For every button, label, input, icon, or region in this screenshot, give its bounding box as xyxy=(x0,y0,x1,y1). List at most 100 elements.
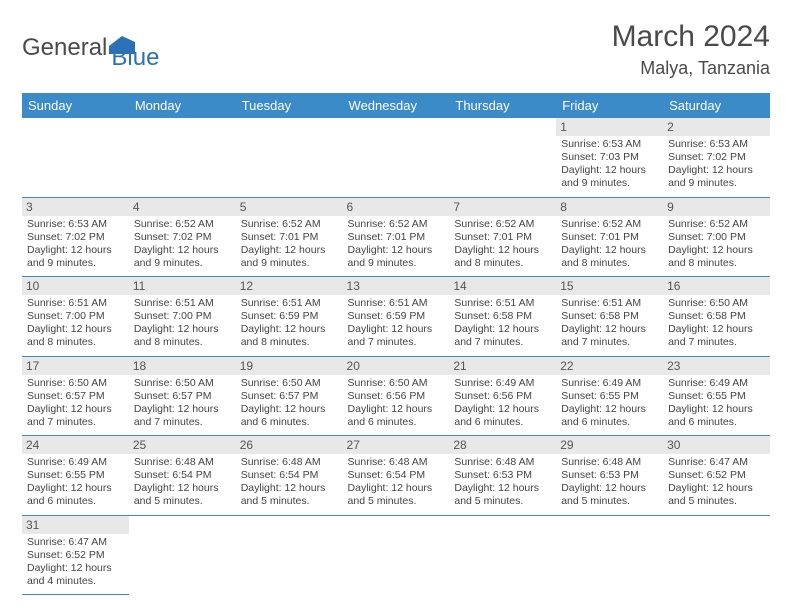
calendar-cell: 7Sunrise: 6:52 AMSunset: 7:01 PMDaylight… xyxy=(449,197,556,277)
calendar-cell: 25 Sunrise: 6:48 AMSunset: 6:54 PMDayligh… xyxy=(129,436,236,516)
day-number: 18 xyxy=(129,357,236,375)
day-number: 19 xyxy=(236,357,343,375)
day-detail: Sunrise: 6:49 AMSunset: 6:56 PMDaylight:… xyxy=(454,377,551,430)
col-tuesday: Tuesday xyxy=(236,93,343,118)
calendar-cell: 10Sunrise: 6:51 AMSunset: 7:00 PMDayligh… xyxy=(22,277,129,357)
col-wednesday: Wednesday xyxy=(343,93,450,118)
day-number: 25 xyxy=(129,436,236,454)
day-number: 21 xyxy=(449,357,556,375)
calendar-cell: 29 Sunrise: 6:48 AMSunset: 6:53 PMDayligh… xyxy=(556,436,663,516)
calendar-cell xyxy=(22,118,129,197)
day-number: 23 xyxy=(663,357,770,375)
day-detail: Sunrise: 6:50 AMSunset: 6:58 PMDaylight:… xyxy=(668,297,765,350)
col-thursday: Thursday xyxy=(449,93,556,118)
day-number: 22 xyxy=(556,357,663,375)
day-number: 20 xyxy=(343,357,450,375)
day-number: 31 xyxy=(22,516,129,534)
day-number: 16 xyxy=(663,277,770,295)
calendar-cell xyxy=(663,515,770,595)
calendar-cell: 8 Sunrise: 6:52 AMSunset: 7:01 PMDaylight… xyxy=(556,197,663,277)
calendar-cell xyxy=(129,515,236,595)
calendar-cell: 13Sunrise: 6:51 AMSunset: 6:59 PMDayligh… xyxy=(343,277,450,357)
day-detail: Sunrise: 6:52 AMSunset: 7:01 PMDaylight:… xyxy=(561,218,658,271)
calendar-cell: 24 Sunrise: 6:49 AMSunset: 6:55 PMDayligh… xyxy=(22,436,129,516)
day-detail: Sunrise: 6:53 AMSunset: 7:02 PMDaylight:… xyxy=(668,138,765,191)
day-detail: Sunrise: 6:52 AMSunset: 7:01 PMDaylight:… xyxy=(241,218,338,271)
brand-part1: General xyxy=(22,34,107,62)
brand-part2: Blue xyxy=(111,44,159,71)
day-detail: Sunrise: 6:50 AMSunset: 6:56 PMDaylight:… xyxy=(348,377,445,430)
day-header-row: Sunday Monday Tuesday Wednesday Thursday… xyxy=(22,93,770,118)
calendar-cell: 12Sunrise: 6:51 AMSunset: 6:59 PMDayligh… xyxy=(236,277,343,357)
day-detail: Sunrise: 6:52 AMSunset: 7:02 PMDaylight:… xyxy=(134,218,231,271)
day-detail: Sunrise: 6:48 AMSunset: 6:53 PMDaylight:… xyxy=(561,456,658,509)
calendar-row: 24 Sunrise: 6:49 AMSunset: 6:55 PMDayligh… xyxy=(22,436,770,516)
title-block: March 2024 Malya, Tanzania xyxy=(612,20,770,79)
day-number: 1 xyxy=(556,118,663,136)
calendar-cell: 17 Sunrise: 6:50 AMSunset: 6:57 PMDayligh… xyxy=(22,356,129,436)
day-detail: Sunrise: 6:53 AMSunset: 7:03 PMDaylight:… xyxy=(561,138,658,191)
calendar-cell xyxy=(449,118,556,197)
day-number: 30 xyxy=(663,436,770,454)
calendar-cell: 3Sunrise: 6:53 AMSunset: 7:02 PMDaylight… xyxy=(22,197,129,277)
calendar-cell xyxy=(343,118,450,197)
day-detail: Sunrise: 6:47 AMSunset: 6:52 PMDaylight:… xyxy=(27,536,124,589)
calendar-cell: 22 Sunrise: 6:49 AMSunset: 6:55 PMDayligh… xyxy=(556,356,663,436)
calendar-cell: 28 Sunrise: 6:48 AMSunset: 6:53 PMDayligh… xyxy=(449,436,556,516)
day-number: 5 xyxy=(236,198,343,216)
day-number: 6 xyxy=(343,198,450,216)
page-title: March 2024 xyxy=(612,20,770,54)
calendar-cell xyxy=(236,118,343,197)
day-number: 26 xyxy=(236,436,343,454)
calendar-row: 17 Sunrise: 6:50 AMSunset: 6:57 PMDayligh… xyxy=(22,356,770,436)
calendar-row: 1 Sunrise: 6:53 AMSunset: 7:03 PMDaylight… xyxy=(22,118,770,197)
calendar-cell: 30Sunrise: 6:47 AMSunset: 6:52 PMDayligh… xyxy=(663,436,770,516)
calendar-cell xyxy=(129,118,236,197)
calendar-cell: 18 Sunrise: 6:50 AMSunset: 6:57 PMDayligh… xyxy=(129,356,236,436)
calendar-cell: 23 Sunrise: 6:49 AMSunset: 6:55 PMDayligh… xyxy=(663,356,770,436)
day-number: 28 xyxy=(449,436,556,454)
day-number: 17 xyxy=(22,357,129,375)
calendar-row: 10 Sunrise: 6:51 AMSunset: 7:00 PMDayligh… xyxy=(22,277,770,357)
day-number: 14 xyxy=(449,277,556,295)
day-detail: Sunrise: 6:50 AMSunset: 6:57 PMDaylight:… xyxy=(241,377,338,430)
day-detail: Sunrise: 6:48 AMSunset: 6:53 PMDaylight:… xyxy=(454,456,551,509)
day-detail: Sunrise: 6:49 AMSunset: 6:55 PMDaylight:… xyxy=(27,456,124,509)
day-detail: Sunrise: 6:51 AMSunset: 6:59 PMDaylight:… xyxy=(348,297,445,350)
calendar-cell: 19 Sunrise: 6:50 AMSunset: 6:57 PMDayligh… xyxy=(236,356,343,436)
day-number: 3 xyxy=(22,198,129,216)
day-number: 29 xyxy=(556,436,663,454)
calendar-row: 3Sunrise: 6:53 AMSunset: 7:02 PMDaylight… xyxy=(22,197,770,277)
day-detail: Sunrise: 6:48 AMSunset: 6:54 PMDaylight:… xyxy=(241,456,338,509)
day-number: 8 xyxy=(556,198,663,216)
calendar-cell: 2Sunrise: 6:53 AMSunset: 7:02 PMDaylight… xyxy=(663,118,770,197)
day-number: 11 xyxy=(129,277,236,295)
day-number: 4 xyxy=(129,198,236,216)
calendar-cell: 21 Sunrise: 6:49 AMSunset: 6:56 PMDayligh… xyxy=(449,356,556,436)
calendar-cell: 11 Sunrise: 6:51 AMSunset: 7:00 PMDayligh… xyxy=(129,277,236,357)
calendar-body: 1 Sunrise: 6:53 AMSunset: 7:03 PMDaylight… xyxy=(22,118,770,595)
day-number: 9 xyxy=(663,198,770,216)
col-saturday: Saturday xyxy=(663,93,770,118)
day-detail: Sunrise: 6:51 AMSunset: 7:00 PMDaylight:… xyxy=(134,297,231,350)
calendar-cell: 31 Sunrise: 6:47 AMSunset: 6:52 PMDayligh… xyxy=(22,515,129,595)
day-number: 24 xyxy=(22,436,129,454)
calendar-cell: 6Sunrise: 6:52 AMSunset: 7:01 PMDaylight… xyxy=(343,197,450,277)
day-detail: Sunrise: 6:52 AMSunset: 7:00 PMDaylight:… xyxy=(668,218,765,271)
calendar-cell: 5 Sunrise: 6:52 AMSunset: 7:01 PMDaylight… xyxy=(236,197,343,277)
day-detail: Sunrise: 6:50 AMSunset: 6:57 PMDaylight:… xyxy=(27,377,124,430)
day-detail: Sunrise: 6:49 AMSunset: 6:55 PMDaylight:… xyxy=(561,377,658,430)
day-number: 15 xyxy=(556,277,663,295)
calendar-cell: 27Sunrise: 6:48 AMSunset: 6:54 PMDayligh… xyxy=(343,436,450,516)
calendar-cell: 16 Sunrise: 6:50 AMSunset: 6:58 PMDayligh… xyxy=(663,277,770,357)
calendar-row: 31 Sunrise: 6:47 AMSunset: 6:52 PMDayligh… xyxy=(22,515,770,595)
day-number: 10 xyxy=(22,277,129,295)
calendar-cell xyxy=(236,515,343,595)
day-detail: Sunrise: 6:49 AMSunset: 6:55 PMDaylight:… xyxy=(668,377,765,430)
calendar-cell xyxy=(556,515,663,595)
day-detail: Sunrise: 6:48 AMSunset: 6:54 PMDaylight:… xyxy=(348,456,445,509)
day-detail: Sunrise: 6:50 AMSunset: 6:57 PMDaylight:… xyxy=(134,377,231,430)
col-sunday: Sunday xyxy=(22,93,129,118)
day-detail: Sunrise: 6:48 AMSunset: 6:54 PMDaylight:… xyxy=(134,456,231,509)
day-number: 12 xyxy=(236,277,343,295)
